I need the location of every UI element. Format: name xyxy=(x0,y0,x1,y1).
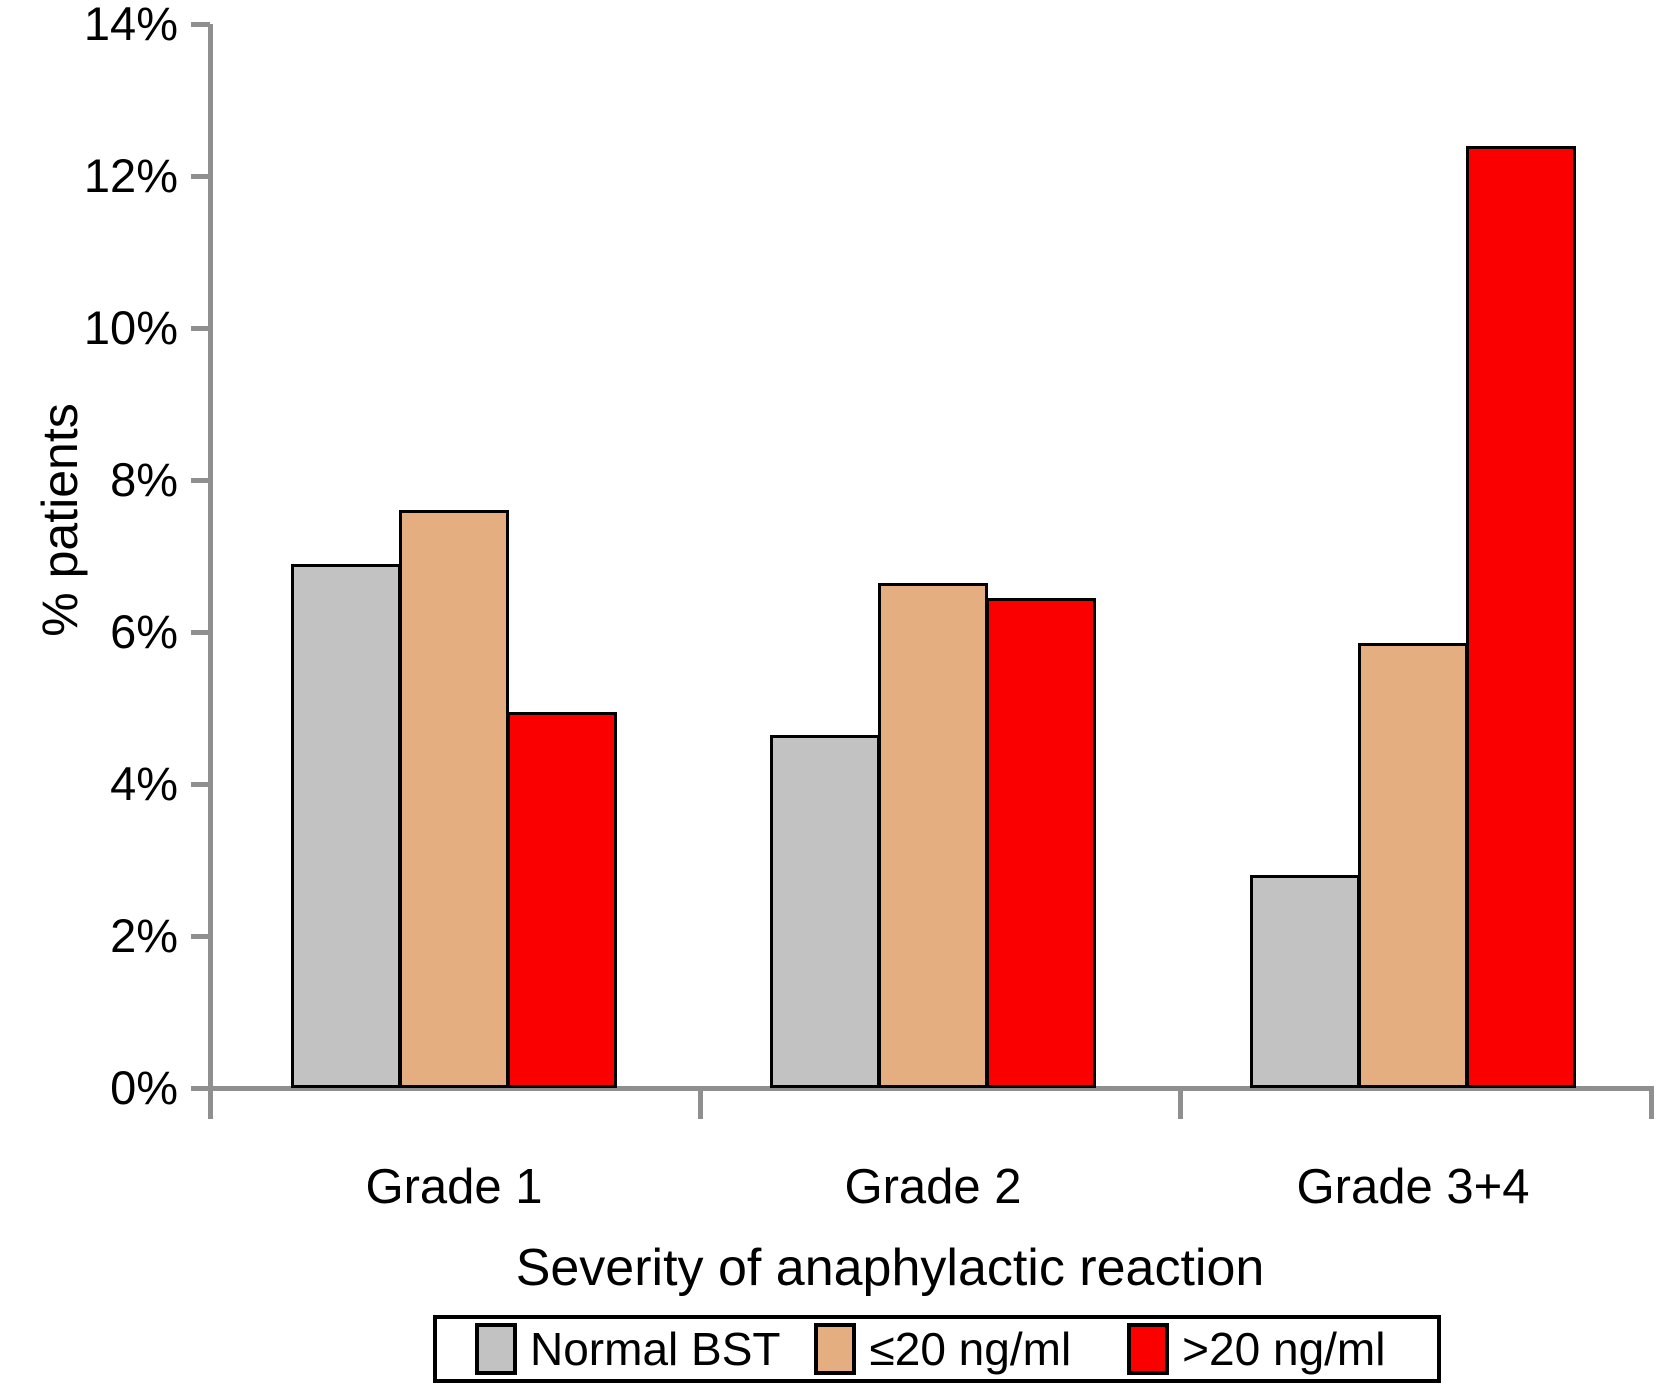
y-axis-tick-label: 6% xyxy=(110,605,178,658)
legend-swatch-icon xyxy=(1127,1323,1170,1375)
legend-label: Normal BST xyxy=(530,1323,781,1375)
legend: Normal BST ≤20 ng/ml >20 ng/ml xyxy=(433,1315,1441,1383)
y-axis-tick xyxy=(191,478,210,483)
bar-grade-2-series-0 xyxy=(770,735,880,1088)
y-axis-tick xyxy=(191,782,210,787)
y-axis-tick-label: 12% xyxy=(83,149,178,202)
bar-grade-2-series-1 xyxy=(878,583,988,1088)
legend-item-0: Normal BST xyxy=(475,1322,780,1376)
x-axis-tick xyxy=(1649,1088,1654,1119)
legend-swatch-icon xyxy=(475,1323,517,1375)
x-axis-tick xyxy=(1178,1088,1183,1119)
y-axis-tick xyxy=(191,934,210,939)
x-axis-tick xyxy=(208,1088,213,1119)
y-axis-tick-label: 8% xyxy=(110,453,178,506)
x-axis-category-label: Grade 2 xyxy=(844,1160,1022,1214)
y-axis-tick-label: 4% xyxy=(110,757,178,810)
bar-grade-1-series-2 xyxy=(507,712,617,1088)
bar-grade-3-4-series-1 xyxy=(1358,643,1468,1088)
bar-grade-2-series-2 xyxy=(986,598,1096,1088)
y-axis-tick xyxy=(191,1086,210,1091)
bar-grade-1-series-0 xyxy=(291,564,401,1088)
bar-grade-3-4-series-2 xyxy=(1466,146,1576,1088)
legend-item-1: ≤20 ng/ml xyxy=(814,1322,1071,1376)
y-axis-tick-label: 14% xyxy=(83,0,178,50)
y-axis-tick-label: 10% xyxy=(83,301,178,354)
legend-item-2: >20 ng/ml xyxy=(1127,1322,1385,1376)
y-axis-tick xyxy=(191,630,210,635)
y-axis-line xyxy=(208,24,213,1090)
x-axis-line xyxy=(208,1086,1654,1091)
x-axis-title: Severity of anaphylactic reaction xyxy=(515,1239,1265,1297)
x-axis-category-label: Grade 3+4 xyxy=(1296,1160,1530,1214)
y-axis-tick xyxy=(191,174,210,179)
y-axis-tick-label: 2% xyxy=(110,909,178,962)
x-axis-tick xyxy=(698,1088,703,1119)
x-axis-category-label: Grade 1 xyxy=(365,1160,543,1214)
y-axis-tick xyxy=(191,22,210,27)
y-axis-tick xyxy=(191,326,210,331)
y-axis-tick-label: 0% xyxy=(110,1061,178,1114)
bar-grade-3-4-series-0 xyxy=(1250,875,1360,1088)
legend-label: ≤20 ng/ml xyxy=(869,1323,1072,1375)
legend-label: >20 ng/ml xyxy=(1182,1323,1386,1375)
bar-grade-1-series-1 xyxy=(399,510,509,1088)
legend-swatch-icon xyxy=(814,1323,857,1375)
